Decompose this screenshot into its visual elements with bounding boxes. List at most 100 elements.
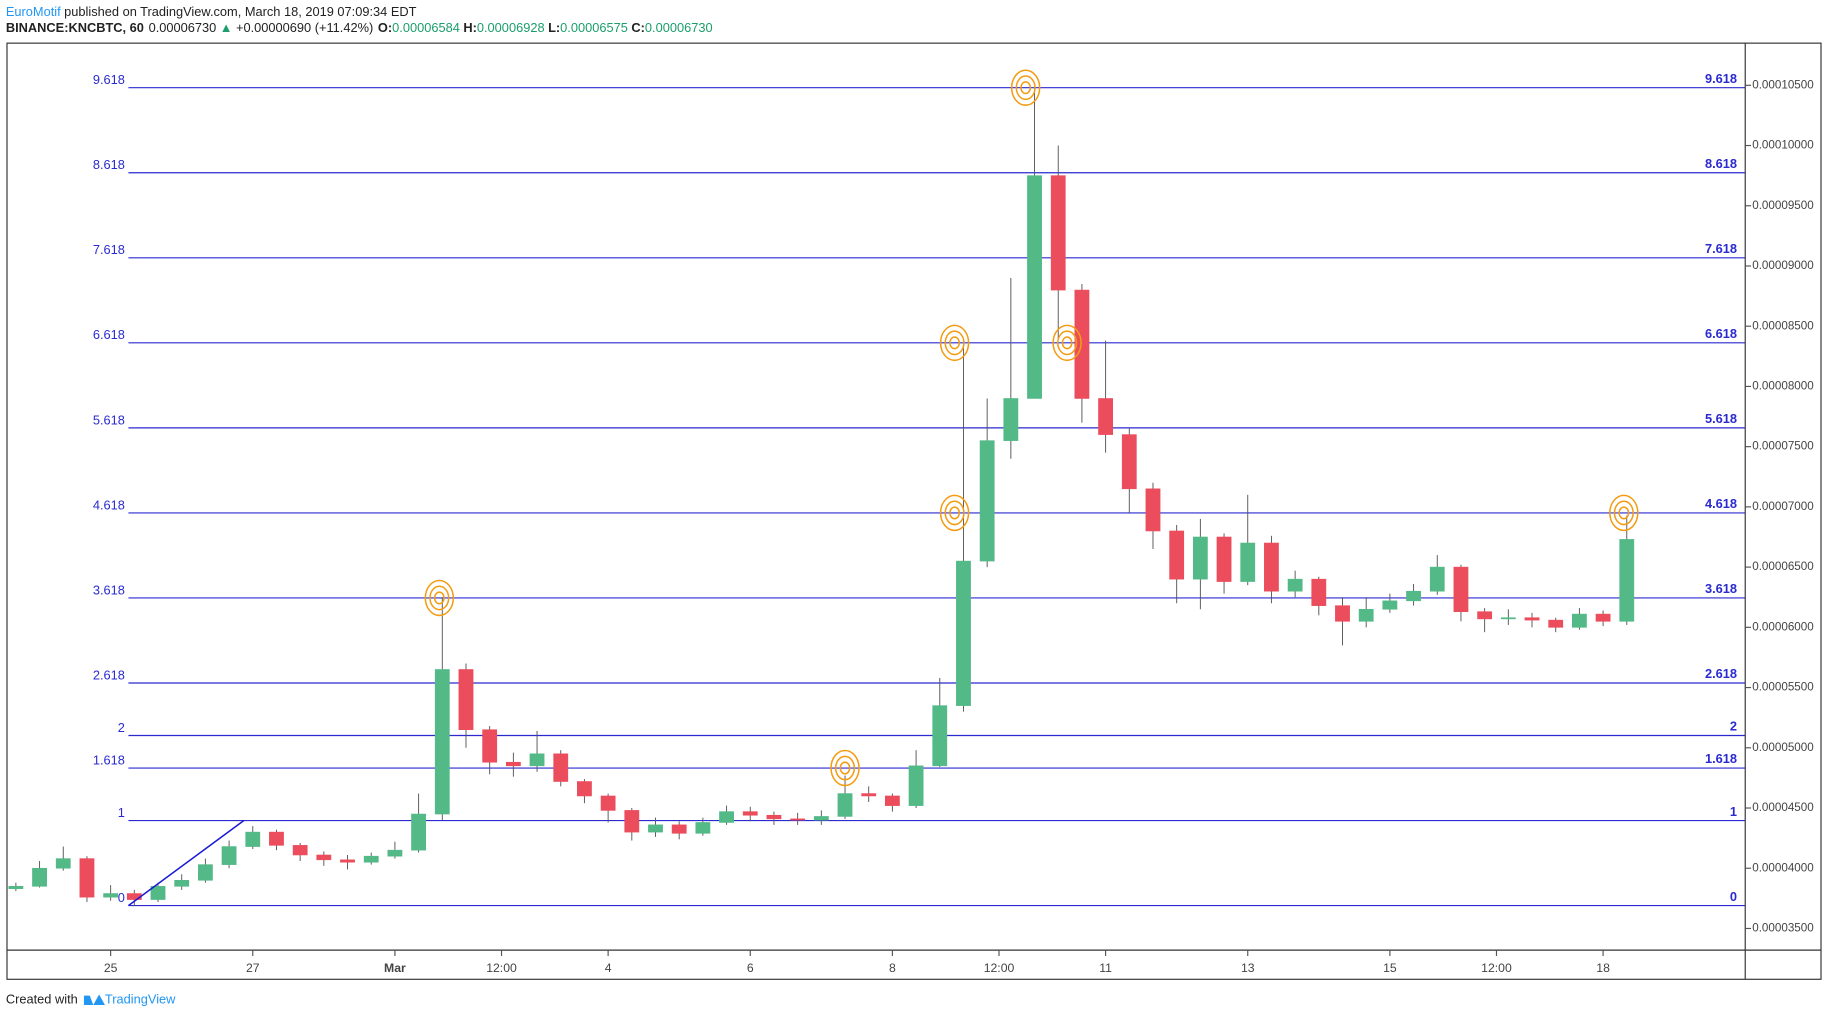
x-tick-label: 12:00 <box>984 961 1015 975</box>
fib-level-label-left: 0 <box>118 890 125 905</box>
candle-body <box>79 858 95 898</box>
candle-body <box>979 440 995 562</box>
fib-level-label-left: 6.618 <box>93 327 125 342</box>
candle-body <box>908 765 924 806</box>
quote-line: BINANCE:KNCBTC, 60 0.00006730 ▲ +0.00000690… <box>6 21 713 36</box>
ohlc-value: 0.00006575 <box>560 21 628 36</box>
highlight-marker <box>949 336 961 350</box>
last-price: 0.00006730 <box>149 21 217 36</box>
change: +0.00000690 (+11.42%) <box>236 21 373 36</box>
ohlc-value: 0.00006928 <box>477 21 545 36</box>
candle-body <box>221 846 237 865</box>
highlight-marker <box>944 500 965 526</box>
candle-body <box>8 886 24 890</box>
candle-body <box>648 824 663 833</box>
candle-body <box>1500 617 1516 620</box>
candle-body <box>719 811 734 823</box>
candle-body <box>600 795 616 811</box>
chart-frame <box>6 42 1822 980</box>
candle-body <box>363 855 379 863</box>
fib-level-label-right: 0 <box>1730 889 1737 904</box>
ohlc-label: C: <box>631 21 645 36</box>
fib-level-label-left: 3.618 <box>93 582 125 597</box>
x-tick-label: 11 <box>1099 961 1112 975</box>
candle-body <box>1311 578 1327 606</box>
candle-body <box>1524 617 1540 621</box>
candle-body <box>1264 542 1279 592</box>
candle-body <box>1358 608 1374 622</box>
highlight-marker <box>939 324 970 362</box>
candle-body <box>1429 566 1445 592</box>
candle-body <box>1335 605 1350 622</box>
candle-body <box>837 793 853 817</box>
symbol: BINANCE:KNCBTC, 60 <box>6 21 144 36</box>
y-tick-label: 0.00009000 <box>1752 259 1814 272</box>
candle-body <box>1074 289 1090 399</box>
candle-body <box>32 867 47 887</box>
highlight-marker <box>834 755 856 781</box>
candle-body <box>861 793 877 797</box>
candle-body <box>1595 613 1611 622</box>
fib-level-label-left: 4.618 <box>93 497 125 512</box>
fib-level-label-right: 6.618 <box>1705 326 1737 341</box>
ohlc-value: 0.00006584 <box>392 21 460 36</box>
candle-body <box>529 753 545 767</box>
y-tick-label: 0.00007500 <box>1752 440 1814 453</box>
candle-body <box>1240 542 1256 582</box>
fib-level-label-right: 5.618 <box>1705 411 1737 426</box>
highlight-marker <box>1609 494 1639 532</box>
fib-level-label-right: 9.618 <box>1705 71 1737 86</box>
candle-body <box>434 669 450 815</box>
candle-body <box>1287 578 1303 592</box>
fib-level-label-left: 5.618 <box>93 412 125 427</box>
highlight-marker <box>1020 81 1032 95</box>
fib-level-label-left: 7.618 <box>93 242 125 257</box>
highlight-marker <box>1010 69 1041 106</box>
fib-level-label-right: 4.618 <box>1705 496 1737 511</box>
y-tick-label: 0.00010000 <box>1752 139 1814 152</box>
candle-body <box>1572 613 1587 628</box>
author[interactable]: EuroMotif <box>6 4 61 19</box>
candle-body <box>1477 611 1493 620</box>
candle-body <box>671 824 687 834</box>
candle-body <box>577 781 592 797</box>
fib-level-label-right: 3.618 <box>1705 581 1737 596</box>
candle-body <box>553 753 569 782</box>
candle-body <box>932 705 948 767</box>
published: published on TradingView.com, March 18, … <box>64 4 416 19</box>
x-tick-label: 18 <box>1596 961 1610 975</box>
candle-body <box>956 560 971 706</box>
candle-body <box>1192 536 1208 580</box>
fib-level-label-left: 1.618 <box>93 752 125 767</box>
fib-level-label-left: 2.618 <box>93 667 125 682</box>
x-tick-label: Mar <box>384 961 406 975</box>
candle-body <box>1169 530 1185 580</box>
candle-body <box>269 831 284 846</box>
footer-brand[interactable]: TradingView <box>105 992 176 1007</box>
highlight-marker <box>424 579 455 617</box>
x-tick-label: 4 <box>605 961 612 975</box>
x-tick-label: 12:00 <box>486 961 517 975</box>
y-tick-label: 0.00006500 <box>1752 560 1814 573</box>
candle-body <box>387 849 403 857</box>
y-tick-label: 0.00004000 <box>1752 861 1814 874</box>
candle-body <box>411 813 427 851</box>
candle-body <box>1453 566 1469 612</box>
header-line: EuroMotif published on TradingView.com, M… <box>6 4 417 19</box>
fib-level-label-left: 8.618 <box>93 157 125 172</box>
highlight-marker <box>939 494 970 532</box>
fib-level-label-right: 2.618 <box>1705 666 1737 681</box>
candle-body <box>150 886 166 900</box>
candle-body <box>482 729 498 763</box>
candle-body <box>884 795 900 806</box>
y-tick-label: 0.00006000 <box>1752 620 1814 633</box>
y-tick-label: 0.00005000 <box>1752 741 1814 754</box>
y-tick-label: 0.00005500 <box>1752 681 1814 694</box>
candle-body <box>505 761 521 767</box>
x-tick-label: 13 <box>1241 961 1255 975</box>
highlight-marker <box>839 761 851 775</box>
x-tick-label: 27 <box>246 961 260 975</box>
candle-body <box>766 814 782 820</box>
arrow: ▲ <box>220 21 233 36</box>
